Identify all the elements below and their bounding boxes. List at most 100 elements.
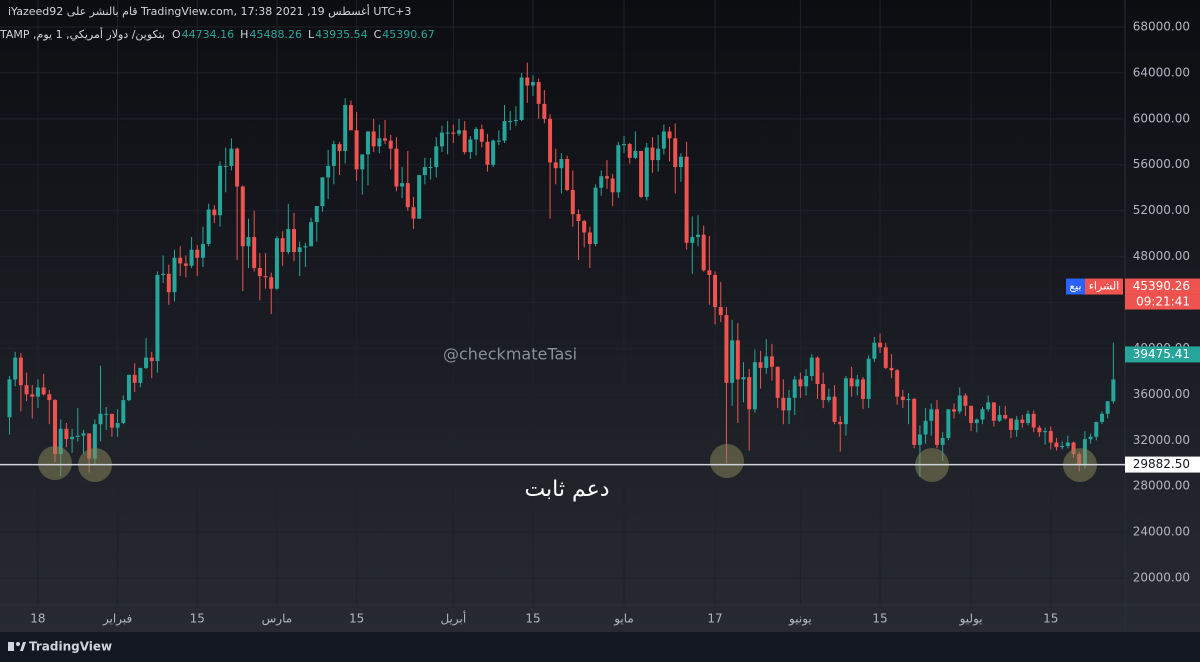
candle-body [673, 138, 678, 168]
candle-body [474, 129, 479, 140]
candle-body [519, 77, 524, 120]
x-tick-label: أبريل [440, 611, 466, 627]
candle-body [883, 347, 888, 368]
y-tick-label: 68000.00 [1133, 19, 1190, 33]
candle-body [320, 177, 325, 207]
candle-body [144, 357, 149, 368]
candle-body [747, 377, 752, 410]
candle-body [530, 82, 535, 86]
candle-body [360, 154, 365, 170]
x-tick-label: مارس [262, 612, 293, 627]
candle-body [30, 394, 35, 397]
candle-body [940, 437, 945, 445]
x-tick-label: 18 [30, 612, 45, 626]
candle-body [479, 129, 484, 142]
candle-body [115, 423, 120, 428]
y-tick-label: 48000.00 [1133, 249, 1190, 263]
candle-body [400, 183, 405, 187]
candle-body [952, 409, 957, 412]
support-circle [38, 446, 72, 480]
candle-body [855, 379, 860, 387]
candle-body [383, 138, 388, 141]
candle-body [405, 183, 410, 208]
ohlc-legend: بتكوين/ دولار أمريكي, 1 يوم, BITSTAMP O44… [0, 27, 435, 41]
candle-body [18, 357, 23, 386]
candle-body [371, 131, 376, 147]
candle-body [934, 409, 939, 445]
candle-body [752, 362, 757, 410]
brand: TradingView [29, 640, 112, 654]
footer-bar [0, 632, 1200, 662]
candle-body [104, 413, 109, 415]
candle-body [64, 428, 69, 440]
trade-button-label: الشراء [1089, 280, 1120, 293]
candle-body [576, 214, 581, 221]
candle-body [991, 402, 996, 421]
candle-body [24, 385, 29, 395]
candle-body [235, 148, 240, 187]
brand-logo [8, 642, 26, 651]
candle-body [1099, 413, 1104, 422]
candle-body [900, 396, 905, 401]
candle-body [1071, 442, 1076, 455]
trade-button[interactable] [1066, 278, 1085, 295]
candle-body [1094, 421, 1099, 437]
ohlc-key: O [172, 28, 181, 41]
candle-body [485, 141, 490, 165]
price-tag-label: 45390.26 [1133, 279, 1190, 293]
candle-body [257, 268, 262, 277]
candle-body [365, 131, 370, 155]
candle-body [388, 140, 393, 149]
candle-body [13, 357, 18, 380]
candle-body [326, 165, 331, 178]
candle-body [81, 433, 86, 436]
logo-part [20, 642, 26, 651]
candle-body [701, 234, 706, 271]
candle-body [878, 342, 883, 348]
candle-body [314, 206, 319, 223]
candle-body [1020, 419, 1025, 424]
candle-body [1014, 419, 1019, 430]
candle-body [741, 377, 746, 380]
candle-body [974, 419, 979, 424]
candle-body [604, 176, 609, 179]
annotation: دعم ثابت [524, 477, 609, 502]
candle-body [98, 413, 103, 425]
candle-body [1003, 415, 1008, 419]
candle-body [286, 229, 291, 252]
x-tick-label: 15 [349, 612, 364, 626]
candle-body [178, 257, 183, 264]
y-tick-label: 56000.00 [1133, 157, 1190, 171]
candle-body [707, 270, 712, 275]
candle-body [832, 396, 837, 422]
candle-body [126, 374, 131, 401]
candle-body [866, 358, 871, 399]
candle-body [252, 237, 257, 269]
candle-body [1026, 413, 1031, 424]
logo-part [8, 642, 14, 651]
ohlc-value: 43935.54 [315, 28, 368, 41]
candle-body [1048, 431, 1053, 443]
candle-body [775, 366, 780, 398]
candle-body [75, 435, 80, 437]
candle-body [872, 342, 877, 359]
candle-body [303, 246, 308, 248]
y-tick-label: 24000.00 [1133, 525, 1190, 539]
candle-body [599, 176, 604, 188]
candle-body [667, 131, 672, 139]
candle-body [849, 378, 854, 387]
x-tick-label: 15 [525, 612, 540, 626]
candle-body [434, 146, 439, 168]
candle-body [297, 247, 302, 252]
candle-body [718, 307, 723, 316]
candle-body [309, 222, 314, 247]
candle-body [787, 397, 792, 411]
candle-body [582, 220, 587, 233]
candle-body [565, 158, 570, 190]
candle-body [337, 144, 342, 151]
x-tick-label: 15 [190, 612, 205, 626]
candle-body [559, 158, 564, 169]
candle-body [212, 209, 217, 216]
trade-button[interactable] [1085, 278, 1123, 295]
